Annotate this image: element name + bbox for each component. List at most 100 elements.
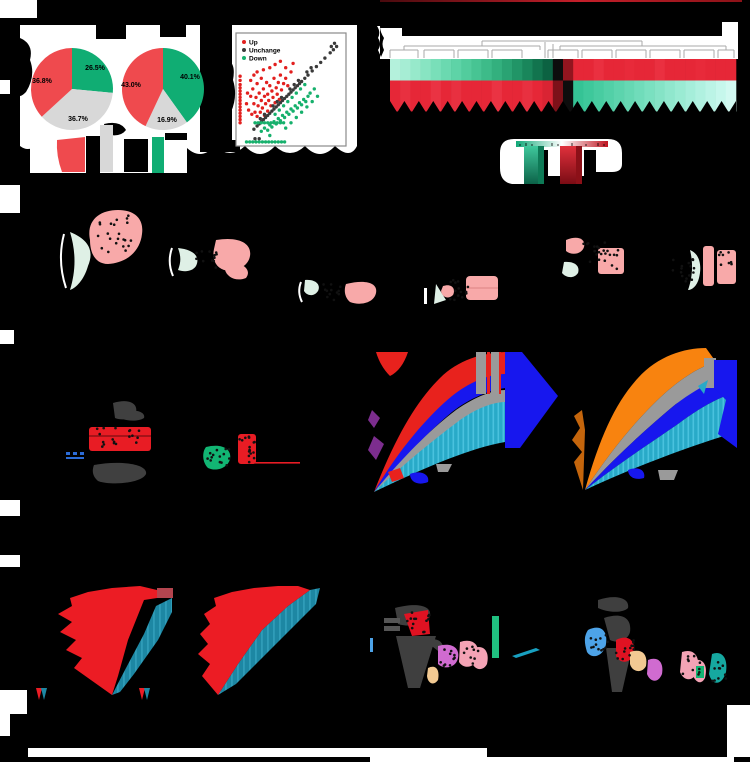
jitter-dot	[127, 244, 130, 248]
scatter-point	[271, 104, 275, 108]
scatter-point	[323, 56, 327, 60]
violin4-white-sliver	[424, 288, 427, 304]
heatmap-cell	[695, 80, 706, 112]
jitter-dot	[692, 654, 696, 658]
jitter-dot	[597, 250, 601, 254]
jitter-dot	[615, 253, 619, 257]
violin-panel-2	[168, 238, 251, 280]
scatter-point	[287, 92, 291, 96]
roc2-blue-stray	[628, 468, 645, 479]
scatter-point	[266, 121, 270, 125]
violin6-jitter-a	[671, 258, 696, 283]
jitter-dot	[124, 249, 127, 252]
jitter-dot	[698, 661, 702, 664]
roc1-gray-bar-b	[491, 352, 499, 394]
scatter-point	[270, 125, 274, 129]
jitter-dot	[425, 619, 428, 622]
heatmap-sawtooth-mask	[390, 101, 736, 118]
scatter-point	[276, 140, 280, 144]
heatmap-cell	[491, 80, 503, 112]
scatter-point	[299, 79, 304, 84]
heatmap-cell	[481, 59, 493, 81]
scatter-point	[267, 140, 271, 144]
violin6-tumor-b	[717, 250, 736, 284]
violin4-normal	[434, 284, 446, 304]
km1-darkred-notch	[157, 588, 173, 598]
heatmap-cell	[644, 80, 655, 112]
scatter-point	[282, 96, 287, 101]
scatter-point	[275, 92, 279, 96]
scatter-point	[282, 115, 287, 120]
heatmap-cell	[390, 80, 401, 112]
heatmap-cell	[410, 80, 421, 112]
scatter-point	[278, 73, 283, 77]
pie2-gray-label: 16.9%	[157, 117, 178, 124]
jitter-dot	[632, 641, 635, 644]
heatmap-cell	[613, 59, 625, 81]
scatter-point	[281, 104, 286, 108]
scatter-point	[245, 91, 250, 95]
scatter-point	[280, 113, 285, 118]
jitter-dot	[476, 649, 480, 653]
scatter-point	[279, 88, 284, 92]
jitter-dot	[337, 289, 341, 293]
scatter-point	[296, 78, 301, 83]
jitter-dot	[680, 267, 683, 270]
scatter-point	[278, 59, 283, 63]
jitter-dot	[423, 630, 426, 634]
jitter-dot	[597, 258, 601, 262]
jitter-dot	[459, 290, 463, 294]
roc1-gray-stray	[436, 464, 452, 472]
jitter-dot	[724, 677, 728, 680]
jitter-dot	[630, 644, 633, 647]
jitter-dot	[213, 253, 216, 257]
scatter-point	[277, 97, 281, 102]
heatmap-cell	[573, 59, 584, 81]
jitter-dot	[449, 280, 453, 284]
imm1-blue-sliver	[370, 638, 373, 652]
jitter-dot	[471, 645, 474, 649]
scatter-point	[238, 108, 242, 112]
legend-chip-green	[152, 137, 164, 173]
imm2-jitter-c	[681, 654, 702, 676]
jitter-dot	[610, 264, 614, 267]
boxplot-panel-1	[66, 401, 151, 484]
scatter-point	[270, 109, 274, 113]
jitter-dot	[247, 436, 251, 439]
scatter-point	[290, 95, 294, 100]
heatmap-cell	[654, 80, 666, 112]
scatter-point	[287, 112, 291, 117]
scatter-point	[284, 76, 288, 81]
roc2-blue	[585, 372, 737, 490]
dendrogram	[389, 40, 735, 58]
jitter-dot	[453, 653, 456, 657]
jitter-dot	[98, 432, 101, 436]
violin2-jitter	[195, 250, 218, 269]
jitter-dot	[615, 267, 619, 271]
scatter-point	[253, 121, 257, 125]
pie-slice	[30, 47, 72, 117]
scatter-point	[268, 84, 272, 88]
jitter-dot	[681, 672, 685, 676]
jitter-dot	[719, 263, 723, 267]
jitter-dot	[213, 256, 216, 260]
jitter-dot	[135, 441, 138, 444]
jitter-dot	[98, 222, 102, 226]
roc2-cyan-tip	[698, 380, 708, 394]
jitter-dot	[96, 234, 100, 238]
jitter-dot	[136, 436, 139, 440]
jitter-dot	[457, 287, 461, 290]
imm1-tan-violin	[427, 666, 439, 684]
jitter-dot	[410, 611, 414, 614]
jitter-dot	[597, 246, 601, 250]
scatter-point	[304, 99, 308, 104]
scatter-points	[238, 41, 339, 144]
scatter-point	[293, 86, 297, 90]
violin-panel-4	[424, 276, 498, 304]
scatter-point	[281, 121, 286, 125]
km-panel-2	[198, 586, 320, 695]
scatter-point	[294, 115, 298, 120]
scatter-point	[261, 87, 266, 91]
scatter-point	[254, 95, 258, 100]
